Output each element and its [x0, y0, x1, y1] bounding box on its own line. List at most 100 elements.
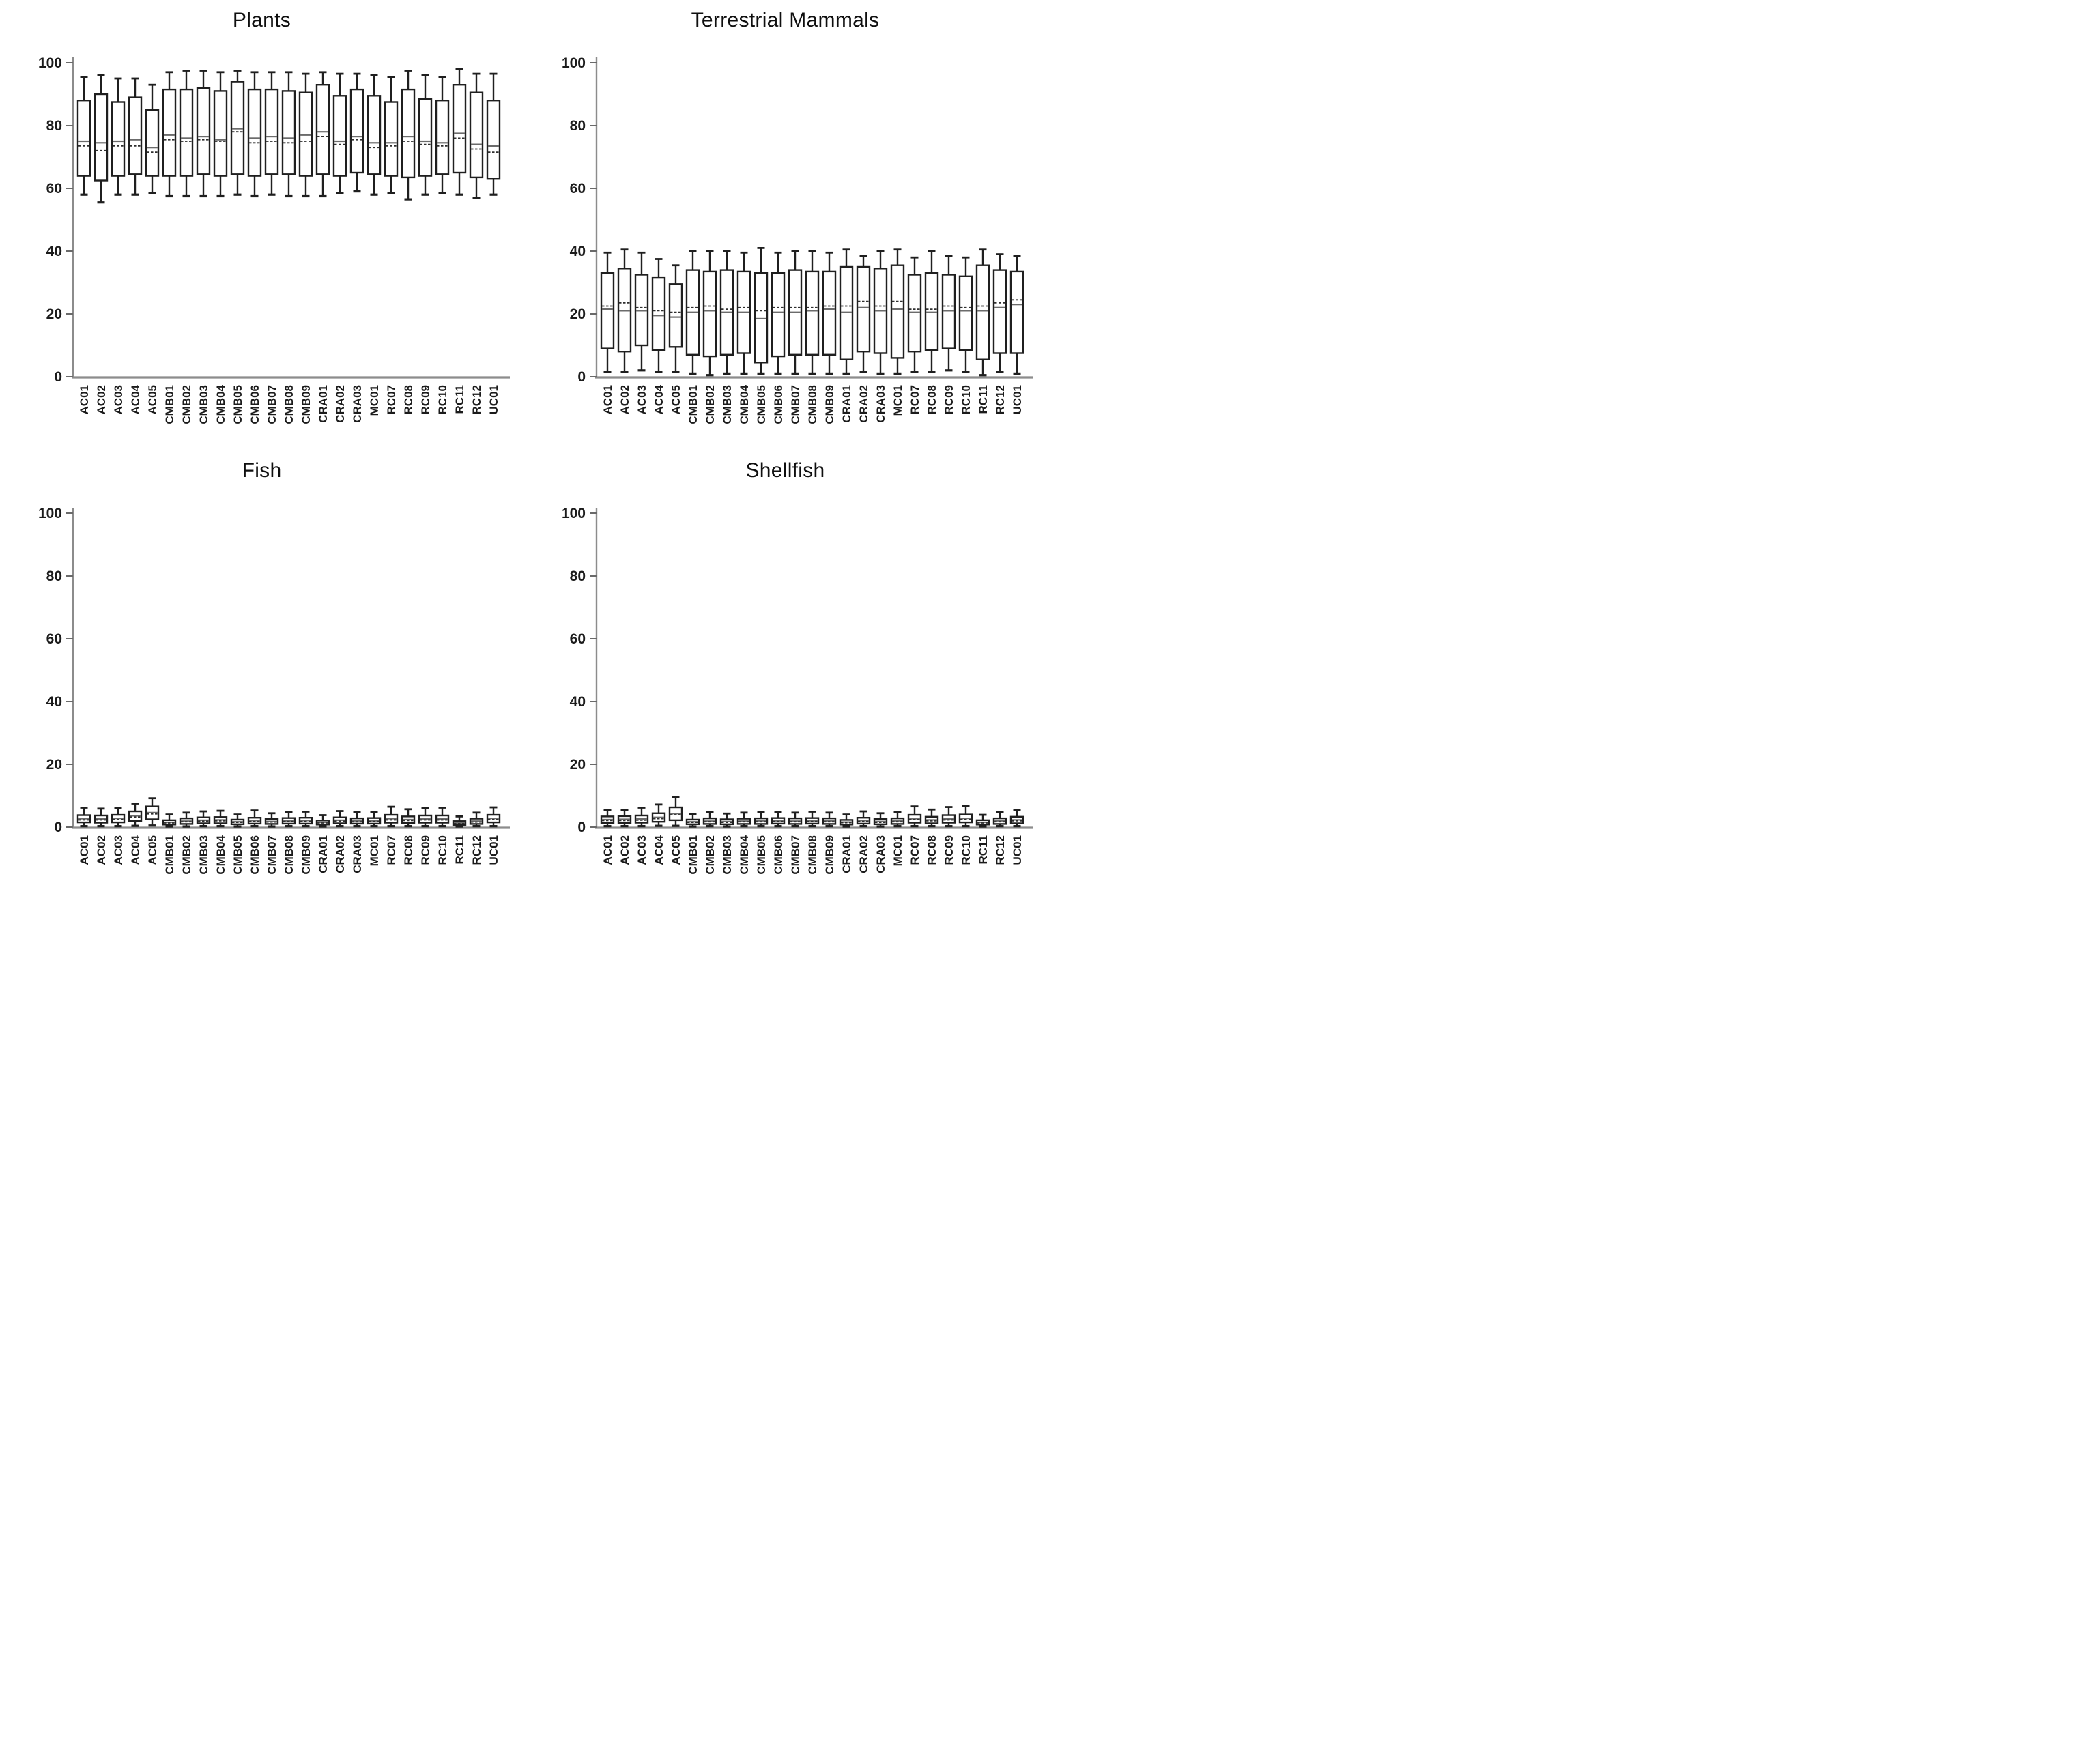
x-category-label-AC05: AC05 [146, 385, 159, 414]
x-category-label-AC01: AC01 [601, 385, 614, 414]
box-AC02 [617, 809, 631, 828]
y-tick-label-40: 40 [46, 244, 61, 259]
x-category-label-CMB01: CMB01 [163, 835, 176, 875]
x-category-label-CMB03: CMB03 [721, 835, 734, 875]
box-CMB01 [685, 813, 700, 828]
box-CMB08 [281, 71, 296, 198]
x-category-label-CMB07: CMB07 [789, 385, 802, 424]
box-CMB05 [230, 813, 244, 828]
box-RC11 [452, 68, 466, 196]
box-RC12 [992, 811, 1007, 828]
box-MC01 [890, 248, 904, 375]
x-category-label-RC09: RC09 [419, 385, 432, 414]
x-category-label-AC03: AC03 [112, 835, 125, 865]
box-AC01 [600, 809, 614, 828]
box-CMB04 [736, 251, 751, 375]
x-category-label-CMB08: CMB08 [283, 385, 296, 424]
x-category-label-AC02: AC02 [95, 835, 108, 865]
box-RC08 [924, 808, 938, 828]
x-category-label-CMB01: CMB01 [687, 835, 700, 875]
x-category-label-RC07: RC07 [908, 835, 921, 865]
x-category-label-CMB04: CMB04 [214, 384, 227, 424]
box-CMB03 [719, 250, 734, 375]
panel-title-shellfish: Shellfish [745, 459, 825, 482]
box-CMB07 [264, 71, 278, 196]
box-RC10 [435, 807, 449, 828]
box-CRA01 [315, 71, 330, 198]
box-AC05 [145, 797, 159, 827]
box-RC11 [975, 813, 990, 828]
box-AC05 [145, 83, 159, 194]
box-AC01 [600, 251, 614, 373]
panel-shellfish: Shellfish 0 20 40 60 80 100 AC01 AC02 AC03 AC04 AC… [524, 441, 1047, 882]
y-tick-label-20: 20 [46, 757, 61, 772]
y-tick-label-80: 80 [569, 118, 585, 134]
box-CRA01 [839, 813, 853, 828]
x-category-label-CRA03: CRA03 [874, 385, 887, 423]
y-tick-label-100: 100 [38, 506, 61, 521]
box-CMB05 [230, 70, 244, 196]
x-category-label-RC11: RC11 [453, 385, 466, 414]
box-CMB03 [196, 70, 210, 198]
x-category-label-CMB01: CMB01 [687, 385, 700, 424]
y-tick-label-80: 80 [569, 568, 585, 584]
box-CMB06 [771, 811, 785, 828]
x-category-label-RC08: RC08 [926, 385, 938, 414]
x-category-label-AC05: AC05 [670, 385, 683, 414]
box-CMB07 [788, 811, 802, 828]
box-CMB09 [822, 251, 836, 375]
x-category-label-RC07: RC07 [385, 835, 398, 865]
box-CRA02 [332, 810, 347, 828]
box-AC01 [76, 76, 91, 196]
box-RC07 [384, 76, 398, 194]
x-category-label-AC05: AC05 [146, 835, 159, 865]
x-category-label-CMB04: CMB04 [738, 835, 751, 874]
x-category-label-AC02: AC02 [618, 385, 631, 414]
box-RC12 [469, 72, 483, 199]
x-category-label-RC10: RC10 [960, 835, 973, 865]
x-category-label-RC12: RC12 [470, 385, 483, 414]
x-category-label-CMB07: CMB07 [789, 835, 802, 875]
x-category-label-AC05: AC05 [670, 835, 683, 865]
box-CMB01 [685, 250, 700, 375]
box-AC02 [617, 248, 631, 373]
x-category-label-AC01: AC01 [601, 835, 614, 865]
box-CRA03 [349, 72, 364, 193]
x-category-label-RC10: RC10 [960, 385, 973, 414]
box-CMB04 [213, 809, 227, 828]
box-RC11 [452, 815, 466, 828]
box-RC07 [384, 805, 398, 828]
box-CMB09 [822, 811, 836, 828]
box-CMB09 [298, 811, 313, 828]
x-category-label-CMB08: CMB08 [806, 385, 819, 424]
x-category-label-RC11: RC11 [977, 385, 990, 414]
y-tick-label-100: 100 [38, 55, 61, 71]
x-category-label-AC02: AC02 [95, 385, 108, 414]
x-category-label-AC01: AC01 [78, 835, 91, 865]
x-category-label-RC10: RC10 [436, 385, 449, 414]
x-category-label-CRA01: CRA01 [317, 835, 330, 873]
box-RC12 [992, 253, 1007, 373]
x-category-label-AC02: AC02 [618, 835, 631, 865]
box-UC01 [486, 806, 500, 828]
x-category-label-RC11: RC11 [977, 835, 990, 865]
box-CMB04 [736, 811, 751, 828]
panel-title-terrestrial-mammals: Terrestrial Mammals [691, 9, 880, 31]
boxplot-plants: 0 20 40 60 80 100 AC01 AC02 AC03 AC04 AC05 CMB01 CMB… [38, 55, 510, 424]
box-CMB09 [298, 72, 313, 198]
box-UC01 [486, 72, 500, 196]
box-AC03 [634, 807, 648, 828]
x-category-label-AC03: AC03 [635, 835, 648, 865]
box-RC09 [418, 807, 432, 828]
x-category-label-CMB08: CMB08 [283, 835, 296, 875]
x-category-label-AC04: AC04 [129, 835, 142, 865]
x-category-label-UC01: UC01 [487, 385, 500, 414]
y-tick-label-80: 80 [46, 118, 61, 134]
y-tick-label-20: 20 [46, 306, 61, 322]
box-RC09 [418, 74, 432, 196]
x-category-label-CRA02: CRA02 [334, 835, 347, 873]
x-category-label-CMB07: CMB07 [266, 835, 278, 875]
x-category-label-RC07: RC07 [385, 385, 398, 414]
x-category-label-CRA02: CRA02 [857, 835, 870, 873]
x-category-label-CMB02: CMB02 [180, 385, 193, 424]
